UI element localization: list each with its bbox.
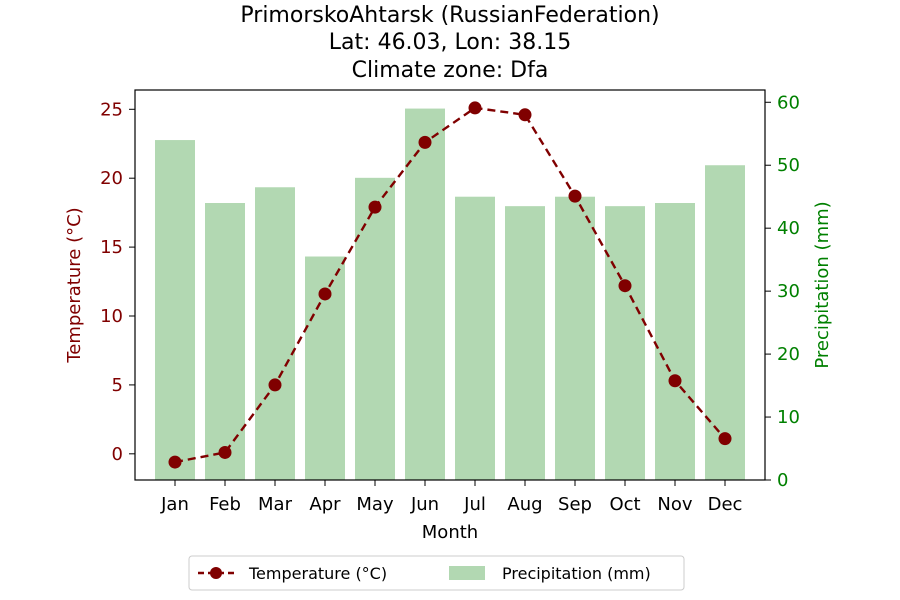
temperature-series <box>168 101 732 469</box>
y-right-tick-label: 40 <box>777 218 800 239</box>
precipitation-bar-jun <box>405 108 445 481</box>
y-left-tick-label: 20 <box>100 168 123 189</box>
legend-temperature-label: Temperature (°C) <box>248 564 387 583</box>
temperature-point-jul <box>468 101 482 115</box>
x-axis: Jan Feb Mar Apr May Jun Jul Aug Sep Oct Nov Dec <box>160 480 742 515</box>
title-line-3: Climate zone: Dfa <box>352 58 549 83</box>
y-right-tick-label: 60 <box>777 92 800 113</box>
legend: Temperature (°C) Precipitation (mm) <box>188 555 685 591</box>
x-tick-label: Mar <box>258 494 293 515</box>
temperature-point-mar <box>268 378 282 392</box>
x-tick-label: Jan <box>160 494 189 515</box>
y-right-tick-label: 30 <box>777 281 800 302</box>
x-tick-label: May <box>356 494 394 515</box>
temperature-point-sep <box>568 189 582 203</box>
y-right-axis-label: Precipitation (mm) <box>812 201 833 368</box>
y-right-tick-label: 10 <box>777 407 800 428</box>
temperature-point-oct <box>618 279 632 293</box>
title-line-1: PrimorskoAhtarsk (RussianFederation) <box>240 3 659 28</box>
precipitation-bar-jan <box>155 140 195 480</box>
x-tick-label: Apr <box>309 494 341 515</box>
legend-precipitation-swatch-icon <box>449 566 485 580</box>
title-line-2: Lat: 46.03, Lon: 38.15 <box>329 30 571 55</box>
precipitation-bar-dec <box>705 165 745 480</box>
y-axis-right: 0 10 20 30 40 50 60 <box>765 92 800 491</box>
precipitation-bar-sep <box>555 196 595 480</box>
y-left-tick-label: 0 <box>112 444 123 465</box>
y-right-tick-label: 20 <box>777 344 800 365</box>
x-tick-label: Feb <box>209 494 241 515</box>
precipitation-bar-aug <box>505 206 545 480</box>
temperature-point-may <box>368 200 382 214</box>
x-tick-label: Dec <box>708 494 743 515</box>
y-axis-left: 0 5 10 15 20 25 <box>100 99 135 465</box>
legend-precipitation-label: Precipitation (mm) <box>502 564 651 583</box>
chart-title: PrimorskoAhtarsk (RussianFederation) Lat… <box>240 3 659 83</box>
legend-temperature-marker-icon <box>210 567 222 579</box>
x-tick-label: Aug <box>507 494 542 515</box>
precipitation-bar-jul <box>455 196 495 480</box>
temperature-point-jan <box>168 455 182 469</box>
y-right-tick-label: 50 <box>777 155 800 176</box>
x-tick-label: Jun <box>410 494 439 515</box>
precipitation-bar-nov <box>655 203 695 480</box>
y-left-tick-label: 25 <box>100 99 123 120</box>
temperature-point-aug <box>518 108 532 122</box>
y-left-tick-label: 10 <box>100 306 123 327</box>
temperature-point-dec <box>718 432 732 446</box>
plot-frame <box>134 89 766 481</box>
precipitation-bars <box>155 108 745 481</box>
y-right-tick-label: 0 <box>777 470 788 491</box>
temperature-point-nov <box>668 374 682 388</box>
legend-box <box>188 555 685 591</box>
x-axis-label: Month <box>422 522 478 543</box>
y-left-axis-label: Temperature (°C) <box>64 207 85 363</box>
temperature-point-feb <box>218 445 232 459</box>
temperature-line <box>174 106 726 464</box>
precipitation-bar-mar <box>255 187 295 480</box>
x-tick-label: Jul <box>463 494 486 515</box>
precipitation-bar-may <box>355 177 395 481</box>
x-tick-label: Nov <box>657 494 692 515</box>
precipitation-bar-oct <box>605 206 645 480</box>
x-tick-label: Oct <box>609 494 640 515</box>
y-left-tick-label: 15 <box>100 237 123 258</box>
temperature-point-jun <box>418 135 432 149</box>
y-left-tick-label: 5 <box>112 375 123 396</box>
x-tick-label: Sep <box>558 494 592 515</box>
precipitation-bar-feb <box>205 203 245 480</box>
temperature-point-apr <box>318 287 332 301</box>
